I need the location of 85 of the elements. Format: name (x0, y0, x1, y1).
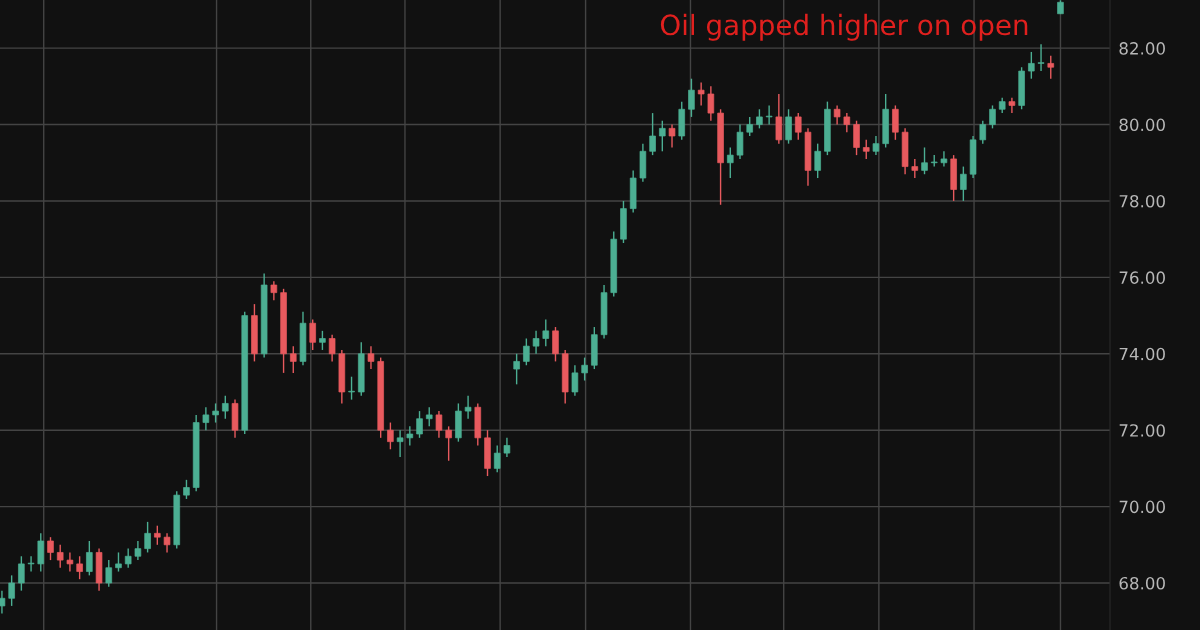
candlestick (154, 525, 161, 546)
candlestick (756, 108, 763, 130)
candlestick (270, 280, 278, 301)
candlestick (862, 139, 870, 160)
candlestick (581, 356, 588, 382)
candlestick (1047, 55, 1055, 80)
candlestick (212, 402, 219, 424)
candlestick (736, 123, 744, 160)
candlestick (746, 116, 753, 137)
candlestick (513, 353, 520, 386)
y-tick-label: 68.00 (1119, 576, 1165, 590)
candlestick (1008, 97, 1016, 114)
candlestick (27, 555, 35, 573)
candlestick (571, 364, 579, 397)
annotation: Oil gapped higher on open (660, 13, 1028, 41)
candlestick (659, 120, 666, 152)
candlestick (105, 559, 113, 588)
candlestick (989, 104, 996, 130)
candlestick (290, 345, 297, 374)
candlestick (493, 444, 501, 473)
candlestick (0, 589, 6, 615)
y-tick-label: 74.00 (1119, 347, 1165, 361)
candlestick (367, 345, 375, 370)
y-tick-label: 80.00 (1119, 118, 1165, 132)
candlestick (892, 104, 899, 141)
candlestick (697, 81, 705, 107)
candlestick (134, 540, 142, 561)
candlestick (202, 406, 210, 431)
candlestick (688, 78, 695, 118)
y-tick-label: 78.00 (1119, 194, 1165, 208)
candlestick (348, 376, 355, 401)
candlestick (47, 536, 54, 561)
candlestick (37, 532, 45, 573)
candlestick (523, 337, 530, 366)
candlestick (765, 104, 773, 126)
candlestick (86, 540, 93, 577)
candlestick (144, 521, 151, 554)
candlestick (163, 532, 171, 554)
candlestick (542, 318, 550, 347)
candlestick (406, 425, 414, 447)
candlestick (833, 104, 841, 126)
candlestick (872, 135, 880, 156)
candlestick (532, 330, 540, 355)
candlestick (76, 555, 83, 580)
candlestick (183, 479, 190, 500)
candlestick (668, 123, 676, 149)
candlestick (843, 112, 851, 133)
candlestick (940, 150, 948, 168)
candlestick (814, 142, 821, 179)
candlestick (649, 112, 656, 156)
candlestick (425, 406, 433, 428)
candlestick (319, 330, 326, 351)
candlestick (8, 574, 15, 607)
candlestick (18, 555, 25, 592)
candlestick (552, 326, 559, 363)
candlestick (222, 395, 229, 420)
candlestick (309, 318, 316, 351)
y-tick-label: 72.00 (1119, 424, 1165, 437)
candlestick (435, 410, 443, 439)
candlestick (785, 108, 792, 145)
candlestick (56, 544, 64, 569)
candlestick (328, 333, 336, 363)
candlestick (387, 421, 394, 450)
y-tick-label: 76.00 (1119, 271, 1165, 284)
candlestick (960, 165, 967, 202)
candlestick (795, 112, 802, 141)
candlestick (66, 551, 74, 573)
candlestick (775, 93, 783, 145)
candlestick (707, 85, 715, 122)
candlestick (911, 158, 919, 179)
candlestick (124, 547, 132, 569)
candlestick (396, 429, 404, 458)
candlestick (1028, 51, 1035, 80)
candlestick (416, 410, 423, 439)
candlestick (503, 437, 511, 458)
candlestick (445, 425, 452, 462)
candlestick (727, 146, 734, 179)
candlestick (921, 146, 928, 175)
candlestick (115, 551, 122, 573)
y-tick-label: 70.00 (1119, 500, 1165, 514)
candlestick (1037, 43, 1045, 72)
y-tick-label: 82.00 (1119, 42, 1165, 55)
candlestick (853, 120, 860, 156)
candlestick (464, 395, 472, 420)
candlestick (979, 120, 987, 145)
